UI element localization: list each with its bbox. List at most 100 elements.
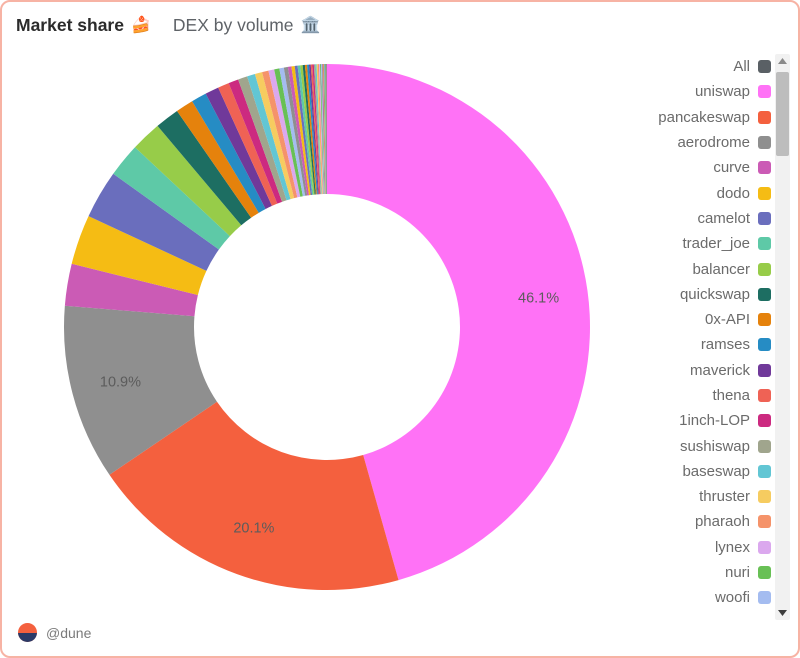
legend-item-label: baseswap <box>682 462 750 480</box>
donut-slice[interactable] <box>320 64 324 195</box>
donut-slice[interactable] <box>308 64 319 195</box>
donut-slice[interactable] <box>238 76 287 202</box>
tab-market-share[interactable]: Market share 🍰 <box>16 17 151 35</box>
donut-slice[interactable] <box>304 64 317 195</box>
legend-item-0x-api[interactable]: 0x-API <box>640 307 771 332</box>
donut-slice[interactable] <box>71 216 207 296</box>
legend-item-label: aerodrome <box>677 134 750 152</box>
legend-item-uniswap[interactable]: uniswap <box>640 79 771 104</box>
tab-market-share-label: Market share <box>16 15 124 36</box>
legend-item-swatch <box>758 287 771 301</box>
donut-slice[interactable] <box>283 66 308 196</box>
donut-chart[interactable]: 46.1% 20.1% 10.9% <box>2 48 634 608</box>
legend-item-lynex[interactable]: lynex <box>640 535 771 560</box>
legend-item-balancer[interactable]: balancer <box>640 256 771 281</box>
legend-item-1inch-lop[interactable]: 1inch-LOP <box>640 408 771 433</box>
donut-slice[interactable] <box>325 64 327 195</box>
legend-item-swatch <box>758 591 771 605</box>
donut-slice[interactable] <box>321 64 325 195</box>
donut-slice[interactable] <box>279 67 306 197</box>
legend[interactable]: All uniswap pancakeswap aerodrome curve dodo c… <box>640 54 790 620</box>
donut-slice[interactable] <box>327 64 590 581</box>
donut-slice[interactable] <box>325 64 327 195</box>
legend-item-label: 0x-API <box>704 311 750 329</box>
donut-slice[interactable] <box>302 64 316 195</box>
donut-slice-label: 20.1% <box>233 521 274 537</box>
legend-item-trader-joe[interactable]: trader_joe <box>640 231 771 256</box>
donut-slice[interactable] <box>313 64 322 195</box>
legend-item-label: All <box>733 58 750 76</box>
donut-slice[interactable] <box>176 101 259 218</box>
donut-slice[interactable] <box>287 66 310 196</box>
donut-slice[interactable] <box>228 79 283 204</box>
donut-slice[interactable] <box>274 68 303 197</box>
legend-item-swatch <box>758 338 771 352</box>
legend-item-all[interactable]: All <box>640 54 771 79</box>
donut-slice[interactable] <box>268 69 301 198</box>
donut-slice[interactable] <box>192 93 266 213</box>
donut-slice[interactable] <box>317 64 323 195</box>
donut-slice[interactable] <box>294 65 313 196</box>
donut-slice[interactable] <box>262 70 298 199</box>
legend-item-woofi[interactable]: woofi <box>640 585 771 610</box>
legend-item-nuri[interactable]: nuri <box>640 560 771 585</box>
legend-item-thena[interactable]: thena <box>640 383 771 408</box>
legend-item-pharaoh[interactable]: pharaoh <box>640 509 771 534</box>
donut-slice[interactable] <box>316 64 323 195</box>
legend-item-sushiswap[interactable]: sushiswap <box>640 433 771 458</box>
legend-items[interactable]: All uniswap pancakeswap aerodrome curve dodo c… <box>640 54 775 611</box>
legend-item-curve[interactable]: curve <box>640 155 771 180</box>
donut-slice[interactable] <box>326 64 327 195</box>
donut-slice-group[interactable] <box>63 64 590 590</box>
donut-slice[interactable] <box>109 401 399 590</box>
donut-slice[interactable] <box>135 125 242 237</box>
donut-slice[interactable] <box>291 65 311 196</box>
legend-item-swatch <box>758 136 771 150</box>
donut-slice[interactable] <box>324 64 327 195</box>
legend-item-dodo[interactable]: dodo <box>640 180 771 205</box>
legend-item-baseswap[interactable]: baseswap <box>640 459 771 484</box>
legend-item-label: curve <box>713 159 750 177</box>
legend-item-ramses[interactable]: ramses <box>640 332 771 357</box>
legend-item-swatch <box>758 566 771 580</box>
donut-slice[interactable] <box>322 64 326 195</box>
legend-scrollbar[interactable] <box>775 54 790 620</box>
donut-slice[interactable] <box>297 65 314 195</box>
legend-item-aerodrome[interactable]: aerodrome <box>640 130 771 155</box>
legend-item-swatch <box>758 490 771 504</box>
donut-slice[interactable] <box>88 173 219 271</box>
donut-chart-svg[interactable]: 46.1% 20.1% 10.9% <box>2 48 634 608</box>
donut-slice[interactable] <box>205 87 272 210</box>
classical-building-icon: 🏛️ <box>300 17 321 34</box>
legend-item-quickswap[interactable]: quickswap <box>640 282 771 307</box>
donut-slice[interactable] <box>218 83 278 206</box>
cake-slice-icon: 🍰 <box>130 17 151 34</box>
legend-item-swatch <box>758 540 771 554</box>
legend-item-label: quickswap <box>679 285 750 303</box>
legend-item-pancakeswap[interactable]: pancakeswap <box>640 105 771 130</box>
tab-dex-by-volume[interactable]: DEX by volume 🏛️ <box>173 17 321 35</box>
chevron-up-icon[interactable] <box>775 54 790 68</box>
legend-item-label: sushiswap <box>679 437 750 455</box>
donut-slice[interactable] <box>318 64 324 195</box>
donut-slice[interactable] <box>63 305 217 475</box>
donut-slice[interactable] <box>254 72 295 200</box>
legend-item-camelot[interactable]: camelot <box>640 206 771 231</box>
legend-scrollbar-thumb[interactable] <box>776 72 789 156</box>
donut-slice[interactable] <box>64 263 198 317</box>
legend-item-thruster[interactable]: thruster <box>640 484 771 509</box>
donut-slice[interactable] <box>315 64 322 195</box>
donut-slice[interactable] <box>113 147 230 250</box>
donut-slice[interactable] <box>320 64 325 195</box>
donut-slice[interactable] <box>157 110 252 226</box>
donut-slice[interactable] <box>310 64 320 195</box>
donut-slice[interactable] <box>312 64 321 195</box>
legend-item-maverick[interactable]: maverick <box>640 358 771 383</box>
legend-item-label: pancakeswap <box>658 108 750 126</box>
donut-slice[interactable] <box>300 65 315 195</box>
donut-slice[interactable] <box>323 64 326 195</box>
chevron-down-icon[interactable] <box>775 606 790 620</box>
donut-slice[interactable] <box>307 64 318 195</box>
donut-slice[interactable] <box>247 74 291 201</box>
donut-slice[interactable] <box>324 64 326 195</box>
